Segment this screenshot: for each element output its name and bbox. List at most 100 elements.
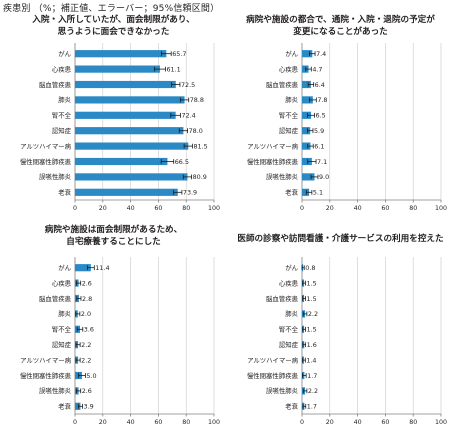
value-label: 66.5 [175, 158, 189, 166]
value-label: 1.5 [306, 279, 316, 287]
x-tick-label: 100 [435, 205, 447, 212]
category-label: 脳血管疾患 [266, 294, 299, 303]
chart-panel-schedule-change: 病院や施設の都合で、通院・入院・退院の予定が 変更になることがあった 0 20 40… [227, 12, 454, 212]
bar [302, 111, 312, 119]
chart-title-line-2: 思うように面会できなかった [57, 26, 170, 37]
x-tick-label: 40 [127, 205, 135, 212]
bar [75, 111, 176, 119]
category-label: 慢性閉塞性肺疾患 [247, 157, 299, 166]
category-label: 老衰 [285, 402, 298, 411]
bar [75, 157, 168, 166]
category-label: 認知症 [52, 126, 72, 135]
bar [75, 264, 91, 272]
bar [75, 402, 81, 410]
category-label: 腎不全 [52, 325, 72, 334]
category-label: がん [58, 49, 71, 58]
category-label: 誤嚥性肺炎 [39, 386, 72, 395]
x-tick-label: 20 [99, 419, 107, 425]
value-label: 2.2 [308, 310, 318, 318]
chart-title: 医師の診察や訪問看護・介護サービスの利用を控えた [227, 234, 454, 246]
value-label: 7.1 [317, 158, 327, 166]
chart-panel-service-avoidance: 医師の診察や訪問看護・介護サービスの利用を控えた 0 20 40 60 80 100 がん 0… [227, 220, 454, 425]
x-tick-label: 20 [99, 205, 107, 212]
value-label: 1.5 [306, 326, 316, 334]
bar [302, 127, 311, 135]
x-tick-label: 80 [409, 419, 417, 425]
x-tick-label: 40 [127, 419, 135, 425]
value-label: 6.5 [316, 112, 326, 120]
category-label: 脳血管疾患 [266, 80, 299, 89]
value-label: 2.2 [81, 341, 91, 349]
chart-title: 病院や施設の都合で、通院・入院・退院の予定が 変更になることがあった [227, 15, 454, 38]
category-label: 認知症 [279, 340, 299, 349]
value-label: 81.5 [193, 142, 207, 150]
value-label: 3.9 [84, 403, 94, 411]
chart-title-line-1: 病院や施設の都合で、通院・入院・退院の予定が [246, 15, 435, 25]
chart-title: 入院・入所していたが、面会制限があり、 思うように面会できなかった [0, 15, 227, 38]
x-tick-label: 0 [300, 205, 304, 212]
category-label: 腎不全 [279, 325, 299, 334]
x-tick-label: 100 [208, 419, 220, 425]
chart-title-line-1: 入院・入所していたが、面会制限があり、 [32, 15, 195, 25]
x-tick-label: 100 [208, 205, 220, 212]
chart-title-line-2: 自宅療養することにした [66, 236, 161, 247]
category-label: 老衰 [58, 402, 71, 411]
x-tick-label: 0 [73, 205, 77, 212]
value-label: 2.2 [81, 356, 91, 364]
x-tick-label: 60 [381, 205, 389, 212]
category-label: 認知症 [52, 340, 72, 349]
category-label: アルツハイマー病 [247, 141, 299, 150]
value-label: 9.0 [319, 173, 329, 181]
category-label: 慢性閉塞性肺疾患 [20, 371, 72, 380]
value-label: 7.4 [316, 50, 326, 58]
bar [302, 50, 313, 58]
value-label: 2.6 [82, 279, 92, 287]
value-label: 2.6 [82, 387, 92, 395]
x-tick-label: 0 [73, 419, 77, 425]
category-label: がん [58, 263, 71, 272]
value-label: 1.7 [307, 372, 317, 380]
chart-panel-visiting-restriction: 入院・入所していたが、面会制限があり、 思うように面会できなかった 0 20 40 6… [0, 12, 227, 212]
bar-chart: 0 20 40 60 80 100 がん 65.7 心疾患 61.1 脳血管疾患 72.5 肺炎 78.8… [20, 43, 220, 212]
category-label: アルツハイマー病 [20, 141, 72, 150]
category-label: 肺炎 [58, 96, 71, 104]
category-label: 誤嚥性肺炎 [266, 172, 299, 181]
category-label: がん [285, 263, 298, 272]
bar [75, 173, 188, 181]
value-label: 1.7 [307, 403, 317, 411]
category-label: 心疾患 [52, 64, 72, 73]
category-label: 老衰 [58, 188, 71, 197]
category-label: 誤嚥性肺炎 [266, 386, 299, 395]
category-label: 脳血管疾患 [39, 294, 72, 303]
chart-title-line-2: 変更になることがあった [293, 26, 388, 37]
x-tick-label: 100 [435, 419, 447, 425]
value-label: 0.8 [305, 264, 315, 272]
category-label: 慢性閉塞性肺疾患 [247, 371, 299, 380]
bar [75, 96, 185, 104]
bar-chart: 0 20 40 60 80 100 がん 11.4 心疾患 2.6 脳血管疾患 2.8 肺炎 2.0 腎不全… [20, 257, 220, 425]
value-label: 73.9 [183, 189, 197, 197]
category-label: 老衰 [285, 188, 298, 197]
category-label: アルツハイマー病 [20, 355, 72, 364]
category-label: 腎不全 [279, 111, 299, 120]
bar [75, 50, 167, 58]
value-label: 61.1 [166, 65, 180, 73]
bar [302, 80, 311, 89]
bar-chart: 0 20 40 60 80 100 がん 0.8 心疾患 1.5 脳血管疾患 1.5 肺炎 2.2 腎不全 1… [247, 257, 447, 425]
value-label: 72.4 [182, 112, 196, 120]
chart-title: 病院や施設は面会制限があるため、 自宅療養することにした [0, 225, 227, 248]
value-label: 2.2 [308, 387, 318, 395]
bar [302, 65, 309, 73]
category-label: 肺炎 [285, 96, 298, 104]
value-label: 5.9 [314, 127, 324, 135]
value-label: 80.9 [193, 173, 207, 181]
category-label: がん [285, 49, 298, 58]
category-label: 心疾患 [279, 64, 299, 73]
x-tick-label: 20 [326, 205, 334, 212]
value-label: 6.1 [314, 142, 324, 150]
chart-title-line-1: 病院や施設は面会制限があるため、 [44, 225, 183, 235]
bar [302, 157, 312, 166]
x-tick-label: 40 [354, 419, 362, 425]
category-label: アルツハイマー病 [247, 355, 299, 364]
category-label: 心疾患 [52, 278, 72, 287]
